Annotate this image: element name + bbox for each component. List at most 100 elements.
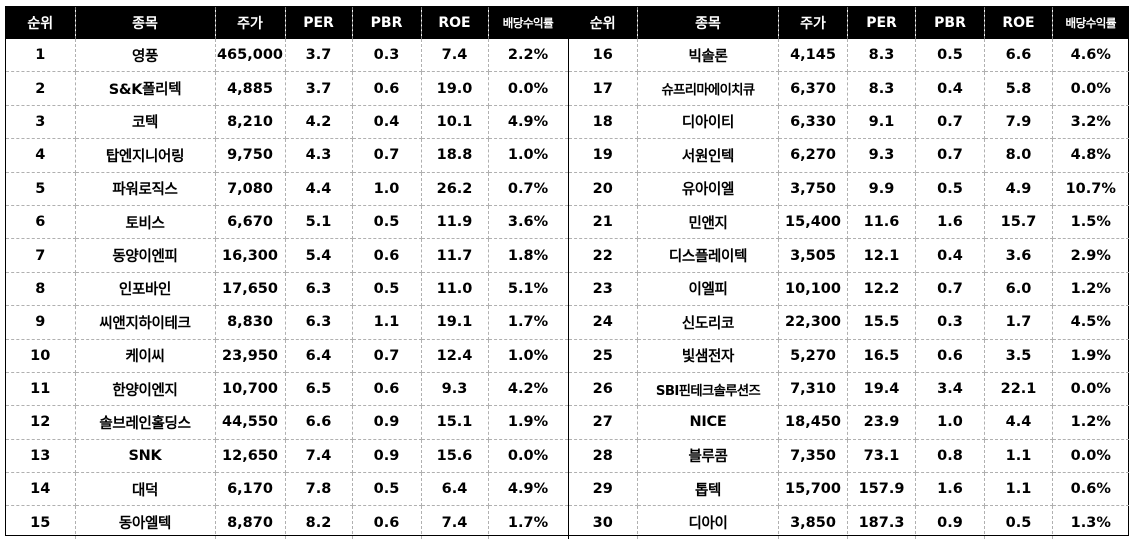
table-row: 26 SBI핀테크솔루션즈 7,310 19.4 3.4 22.1 0.0% bbox=[568, 372, 1129, 407]
header-roe: ROE bbox=[984, 7, 1053, 39]
cell-rank: 30 bbox=[568, 505, 638, 539]
cell-dividend-yield: 1.7% bbox=[507, 514, 549, 531]
cell-price: 18,450 bbox=[778, 405, 848, 440]
cell-roe: 7.9 bbox=[984, 105, 1053, 140]
cell-dividend-yield: 1.3% bbox=[1070, 514, 1111, 531]
cell-per: 8.3 bbox=[847, 71, 916, 106]
cell-price: 8,870 bbox=[215, 505, 286, 539]
cell-pbr: 1.0 bbox=[352, 172, 422, 206]
table-row: 28 블루콤 7,350 73.1 0.8 1.1 0.0% bbox=[568, 439, 1129, 474]
cell-roe: 6.6 bbox=[984, 39, 1053, 73]
header-dividend-yield: 배당수익률 bbox=[488, 7, 568, 39]
header-row: 순위 종목 주가 PER PBR ROE 배당수익률 bbox=[568, 7, 1129, 39]
cell-per: 15.5 bbox=[847, 305, 916, 340]
cell-per: 6.6 bbox=[285, 405, 353, 440]
cell-per: 3.7 bbox=[285, 39, 353, 73]
cell-price: 15,400 bbox=[778, 205, 848, 240]
cell-rank: 15 bbox=[6, 505, 76, 539]
table-row: 10 케이씨 23,950 6.4 0.7 12.4 1.0% bbox=[6, 339, 568, 373]
cell-dividend-yield: 3.2% bbox=[1052, 105, 1129, 140]
cell-rank: 21 bbox=[568, 205, 638, 240]
cell-pbr: 0.7 bbox=[915, 138, 985, 173]
table-row: 15 동아엘텍 8,870 8.2 0.6 7.4 1.7% bbox=[6, 505, 568, 539]
cell-per: 12.1 bbox=[847, 238, 916, 273]
cell-stock-name: 신도리코 bbox=[637, 305, 779, 340]
header-dividend-yield: 배당수익률 bbox=[1052, 7, 1129, 39]
cell-dividend-yield: 0.7% bbox=[488, 172, 568, 206]
cell-stock-name: SNK bbox=[75, 439, 216, 474]
cell-stock-name: 빅솔론 bbox=[637, 39, 779, 73]
table-row: 2 S&K폴리텍 4,885 3.7 0.6 19.0 0.0% bbox=[6, 71, 568, 106]
cell-price: 8,210 bbox=[215, 105, 286, 140]
cell-dividend-yield: 4.5% bbox=[1052, 305, 1129, 340]
cell-roe: 5.8 bbox=[984, 71, 1053, 106]
cell-dividend-yield: 0.6% bbox=[1052, 472, 1129, 507]
cell-roe: 9.3 bbox=[421, 372, 489, 407]
cell-price: 44,550 bbox=[215, 405, 286, 440]
cell-stock-name: 민앤지 bbox=[637, 205, 779, 240]
cell-pbr: 0.8 bbox=[915, 439, 985, 474]
table-row: 27 NICE 18,450 23.9 1.0 4.4 1.2% bbox=[568, 405, 1129, 440]
cell-dividend-yield: 1.9% bbox=[1052, 339, 1129, 373]
cell-stock-name: 솔브레인홀딩스 bbox=[75, 405, 216, 440]
table-row: 18 디아이티 6,330 9.1 0.7 7.9 3.2% bbox=[568, 105, 1129, 140]
cell-dividend-yield: 2.9% bbox=[1052, 238, 1129, 273]
cell-roe: 11.7 bbox=[421, 238, 489, 273]
header-pbr: PBR bbox=[915, 7, 985, 39]
cell-pbr: 0.5 bbox=[915, 172, 985, 206]
cell-dividend-yield: 1.7% bbox=[488, 305, 568, 340]
cell-roe: 6.0 bbox=[984, 272, 1053, 307]
cell-roe: 26.2 bbox=[421, 172, 489, 206]
cell-stock-name: 씨앤지하이테크 bbox=[75, 305, 216, 340]
cell-price: 10,700 bbox=[215, 372, 286, 407]
cell-dividend-yield: 4.2% bbox=[488, 372, 568, 407]
header-pbr: PBR bbox=[352, 7, 422, 39]
cell-pbr: 0.7 bbox=[352, 339, 422, 373]
cell-rank: 13 bbox=[6, 439, 76, 474]
cell-price: 6,670 bbox=[215, 205, 286, 240]
cell-per: 73.1 bbox=[847, 439, 916, 474]
header-price: 주가 bbox=[215, 7, 286, 39]
cell-price: 10,100 bbox=[778, 272, 848, 307]
cell-price: 6,330 bbox=[778, 105, 848, 140]
cell-dividend-yield: 0.0% bbox=[1052, 439, 1129, 474]
cell-rank: 3 bbox=[6, 105, 76, 140]
table-row: 7 동양이엔피 16,300 5.4 0.6 11.7 1.8% bbox=[6, 238, 568, 273]
cell-per: 8.3 bbox=[847, 39, 916, 73]
cell-rank: 9 bbox=[6, 305, 76, 340]
cell-price: 9,750 bbox=[215, 138, 286, 173]
header-rank: 순위 bbox=[568, 7, 638, 39]
cell-rank: 6 bbox=[6, 205, 76, 240]
cell-roe: 22.1 bbox=[984, 372, 1053, 407]
cell-pbr: 1.6 bbox=[915, 472, 985, 507]
cell-stock-name: 코텍 bbox=[75, 105, 216, 140]
cell-dividend-yield: 1.2% bbox=[1052, 405, 1129, 440]
cell-pbr: 0.6 bbox=[352, 505, 422, 539]
cell-roe: 7.4 bbox=[421, 39, 489, 73]
cell-dividend-yield: 4.8% bbox=[1052, 138, 1129, 173]
cell-per: 6.5 bbox=[285, 372, 353, 407]
table-row: 23 이엘피 10,100 12.2 0.7 6.0 1.2% bbox=[568, 272, 1129, 307]
cell-rank: 10 bbox=[6, 339, 76, 373]
cell-per: 8.2 bbox=[285, 505, 353, 539]
cell-roe: 11.0 bbox=[421, 272, 489, 307]
cell-dividend-yield: 0.0% bbox=[488, 71, 568, 106]
cell-pbr: 0.6 bbox=[352, 238, 422, 273]
cell-roe: 3.6 bbox=[984, 238, 1053, 273]
cell-stock-name: 케이씨 bbox=[75, 339, 216, 373]
cell-price: 23,950 bbox=[215, 339, 286, 373]
cell-price: 3,750 bbox=[778, 172, 848, 206]
cell-roe: 12.4 bbox=[421, 339, 489, 373]
cell-rank: 16 bbox=[568, 39, 638, 73]
cell-stock-name: NICE bbox=[637, 405, 779, 440]
cell-rank: 24 bbox=[568, 305, 638, 340]
cell-dividend-yield: 5.1% bbox=[488, 272, 568, 307]
cell-rank: 20 bbox=[568, 172, 638, 206]
cell-price: 6,170 bbox=[215, 472, 286, 507]
cell-dividend-yield: 4.6% bbox=[1052, 39, 1129, 73]
table-row: 24 신도리코 22,300 15.5 0.3 1.7 4.5% bbox=[568, 305, 1129, 340]
cell-per: 4.2 bbox=[285, 105, 353, 140]
cell-price: 3,505 bbox=[778, 238, 848, 273]
cell-price: 4,885 bbox=[215, 71, 286, 106]
cell-per: 23.9 bbox=[847, 405, 916, 440]
